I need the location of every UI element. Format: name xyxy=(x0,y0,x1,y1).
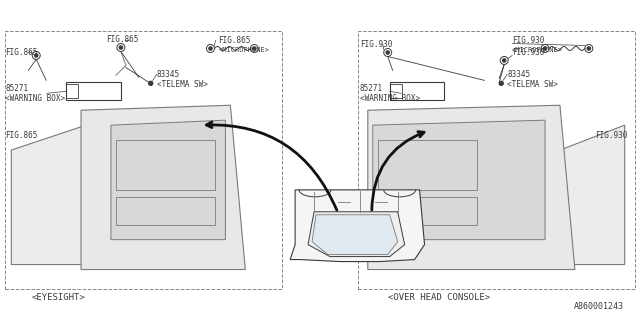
Text: <WARNING BOX>: <WARNING BOX> xyxy=(360,94,420,103)
Circle shape xyxy=(119,46,122,49)
Text: 83345: 83345 xyxy=(157,70,180,79)
Polygon shape xyxy=(308,212,404,257)
Text: <TELEMA SW>: <TELEMA SW> xyxy=(507,80,558,89)
Text: FIG.930: FIG.930 xyxy=(360,40,392,49)
Polygon shape xyxy=(312,215,397,255)
Bar xyxy=(5,31,282,289)
Text: 85271: 85271 xyxy=(360,84,383,93)
Bar xyxy=(116,197,216,225)
Text: <EYESIGHT>: <EYESIGHT> xyxy=(31,293,85,302)
Polygon shape xyxy=(560,125,625,265)
Bar xyxy=(378,140,477,190)
Circle shape xyxy=(209,47,212,50)
Text: <MICROPHONE>: <MICROPHONE> xyxy=(218,47,269,53)
Polygon shape xyxy=(290,190,424,261)
Bar xyxy=(116,140,216,190)
Text: FIG.930: FIG.930 xyxy=(595,131,627,140)
Text: FIG.930: FIG.930 xyxy=(512,48,545,57)
Bar xyxy=(358,31,635,289)
Circle shape xyxy=(499,81,503,85)
Circle shape xyxy=(502,59,506,62)
Bar xyxy=(66,84,78,98)
Text: FIG.865: FIG.865 xyxy=(218,36,251,45)
Text: <OVER HEAD CONSOLE>: <OVER HEAD CONSOLE> xyxy=(388,293,490,302)
Text: <MICROPHONE>: <MICROPHONE> xyxy=(512,47,563,53)
Bar xyxy=(390,84,402,98)
Text: 85271: 85271 xyxy=(5,84,29,93)
Text: FIG.865: FIG.865 xyxy=(106,35,138,44)
Text: A860001243: A860001243 xyxy=(573,302,623,311)
Text: FIG.930: FIG.930 xyxy=(512,36,545,45)
Circle shape xyxy=(543,47,547,50)
Circle shape xyxy=(253,47,256,50)
Text: FIG.865: FIG.865 xyxy=(5,48,38,57)
Polygon shape xyxy=(81,105,245,269)
Circle shape xyxy=(148,81,153,85)
Text: FIG.865: FIG.865 xyxy=(5,131,38,140)
Circle shape xyxy=(386,51,389,54)
Text: <TELEMA SW>: <TELEMA SW> xyxy=(157,80,207,89)
Polygon shape xyxy=(111,120,225,240)
Circle shape xyxy=(35,54,38,57)
Text: 83345: 83345 xyxy=(507,70,531,79)
Bar xyxy=(378,197,477,225)
Circle shape xyxy=(588,47,591,50)
Polygon shape xyxy=(12,125,86,265)
Text: <WARNING BOX>: <WARNING BOX> xyxy=(5,94,65,103)
Polygon shape xyxy=(368,105,575,269)
Polygon shape xyxy=(372,120,545,240)
